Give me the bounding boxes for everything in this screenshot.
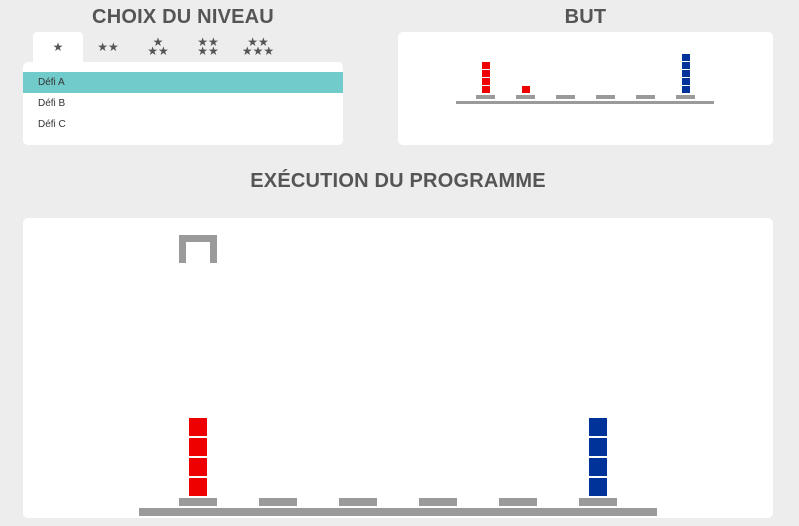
red-block [189, 478, 207, 496]
level-tab-2[interactable]: ★★ [83, 32, 133, 62]
level-tab-1[interactable]: ★ [33, 32, 83, 62]
blue-block [681, 78, 690, 85]
star-icon: ★★ [147, 44, 169, 58]
star-icon: ★★ [197, 35, 219, 49]
level-tab-5[interactable]: ★★ ★★★ [233, 32, 283, 62]
platform [339, 498, 377, 506]
goal-platform [596, 95, 615, 99]
red-block [189, 438, 207, 456]
star-icon: ★★ [97, 39, 119, 54]
blue-block [589, 458, 607, 476]
level-tab-3[interactable]: ★ ★★ [133, 32, 183, 62]
blue-block [589, 438, 607, 456]
red-block [481, 86, 490, 93]
challenge-item[interactable]: Défi C [38, 119, 66, 130]
challenge-item[interactable]: Défi A [23, 72, 343, 93]
red-block [189, 458, 207, 476]
star-icon: ★★ [247, 35, 269, 49]
red-block [481, 62, 490, 69]
star-icon: ★ [152, 35, 164, 49]
platform [259, 498, 297, 506]
blue-block [681, 54, 690, 61]
challenge-item[interactable]: Défi B [38, 98, 66, 109]
platform [499, 498, 537, 506]
platform [419, 498, 457, 506]
goal-platform [516, 95, 535, 99]
platform [179, 498, 217, 506]
goal-platform [556, 95, 575, 99]
star-icon: ★★★ [241, 44, 275, 58]
red-block [189, 418, 207, 436]
blue-block [681, 62, 690, 69]
red-block [521, 86, 530, 93]
goal-title: BUT [564, 6, 607, 28]
blue-block [589, 418, 607, 436]
crane-left-arm [179, 235, 186, 263]
level-tabs: ★ ★★ ★ ★★ ★★ ★★ ★★ ★★★ [33, 32, 283, 62]
blue-block [681, 70, 690, 77]
crane-right-arm [210, 235, 217, 263]
goal-platform [636, 95, 655, 99]
crane-grabber [179, 235, 217, 263]
challenge-panel: Défi A Défi B Défi C [23, 62, 343, 145]
red-block [481, 78, 490, 85]
level-choice-title: CHOIX DU NIVEAU [92, 6, 274, 28]
platform [579, 498, 617, 506]
star-icon: ★ [52, 39, 64, 54]
blue-block [589, 478, 607, 496]
red-block [481, 70, 490, 77]
blue-block [681, 86, 690, 93]
challenge-list: Défi A Défi B Défi C [23, 72, 343, 135]
star-icon: ★★ [197, 44, 219, 58]
execution-panel [23, 218, 773, 518]
level-tab-4[interactable]: ★★ ★★ [183, 32, 233, 62]
crane-top [179, 235, 217, 242]
goal-floor [456, 101, 714, 104]
execution-title: EXÉCUTION DU PROGRAMME [250, 170, 546, 192]
goal-platform [676, 95, 695, 99]
goal-platform [476, 95, 495, 99]
goal-panel [398, 32, 773, 145]
execution-floor [139, 508, 657, 516]
